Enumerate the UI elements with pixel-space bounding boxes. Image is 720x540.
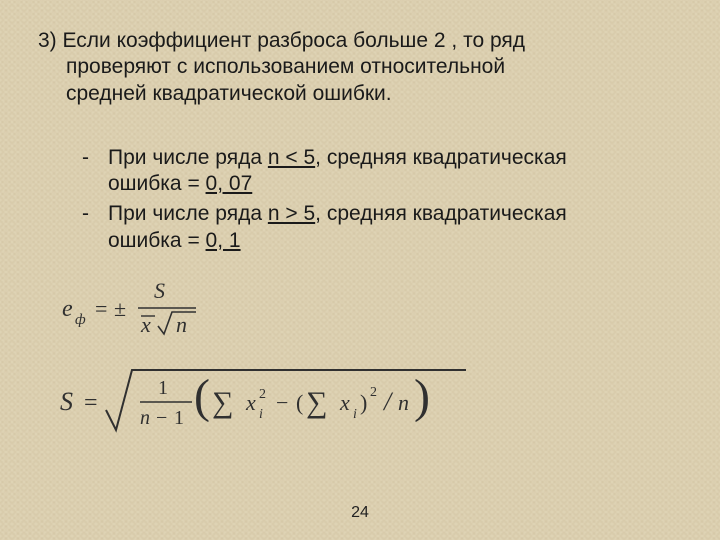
svg-text:n: n bbox=[140, 407, 150, 429]
bullet-val: 0, 1 bbox=[206, 229, 241, 252]
svg-text:): ) bbox=[414, 370, 430, 423]
formula-s: S = 1 n − 1 ( ∑ x i 2 − ( ∑ x i ) 2 bbox=[58, 362, 682, 442]
svg-text:S: S bbox=[154, 278, 165, 303]
svg-text:−: − bbox=[276, 390, 288, 415]
page-number: 24 bbox=[0, 504, 720, 522]
bullet-item: При числе ряда n < 5, средняя квадратиче… bbox=[78, 145, 682, 198]
bullet-text: , средняя квадратическая bbox=[315, 146, 567, 169]
svg-text:1: 1 bbox=[158, 377, 168, 399]
svg-text:x: x bbox=[140, 312, 151, 337]
svg-text:(: ( bbox=[296, 390, 303, 415]
svg-text:∑: ∑ bbox=[212, 386, 233, 419]
bullet-text: ошибка = bbox=[108, 229, 206, 252]
svg-text:ф: ф bbox=[75, 312, 86, 328]
bullet-item: При числе ряда n > 5, средняя квадратиче… bbox=[78, 201, 682, 254]
heading-paragraph: 3) Если коэффициент разброса больше 2 , … bbox=[38, 28, 682, 107]
svg-text:S: S bbox=[60, 387, 73, 416]
svg-text:±: ± bbox=[114, 296, 126, 321]
svg-text:e: e bbox=[62, 296, 73, 322]
bullet-val: 0, 07 bbox=[206, 172, 253, 195]
bullet-text: При числе ряда bbox=[108, 146, 268, 169]
svg-text:i: i bbox=[259, 407, 263, 422]
svg-text:(: ( bbox=[194, 370, 210, 423]
svg-text:n: n bbox=[398, 390, 409, 415]
svg-text:2: 2 bbox=[370, 385, 377, 400]
bullet-cond: n > 5 bbox=[268, 202, 315, 225]
bullet-cond: n < 5 bbox=[268, 146, 315, 169]
svg-text:): ) bbox=[360, 390, 367, 415]
bullet-list: При числе ряда n < 5, средняя квадратиче… bbox=[38, 145, 682, 254]
heading-line2: проверяют с использованием относительной bbox=[38, 54, 682, 80]
svg-text:1: 1 bbox=[174, 407, 184, 429]
svg-text:/: / bbox=[382, 387, 394, 416]
formula-e-phi: e ф = ± S x n bbox=[58, 272, 682, 344]
svg-text:=: = bbox=[84, 390, 98, 416]
heading-line1: 3) Если коэффициент разброса больше 2 , … bbox=[38, 29, 525, 52]
svg-text:x: x bbox=[339, 390, 350, 415]
svg-text:i: i bbox=[353, 407, 357, 422]
bullet-text: При числе ряда bbox=[108, 202, 268, 225]
heading-line3: средней квадратической ошибки. bbox=[38, 81, 682, 107]
bullet-text: ошибка = bbox=[108, 172, 206, 195]
svg-text:x: x bbox=[245, 390, 256, 415]
svg-text:=: = bbox=[95, 296, 107, 321]
svg-text:2: 2 bbox=[259, 387, 266, 402]
svg-text:∑: ∑ bbox=[306, 386, 327, 419]
svg-text:−: − bbox=[156, 407, 167, 429]
bullet-text: , средняя квадратическая bbox=[315, 202, 567, 225]
svg-text:n: n bbox=[176, 312, 187, 337]
